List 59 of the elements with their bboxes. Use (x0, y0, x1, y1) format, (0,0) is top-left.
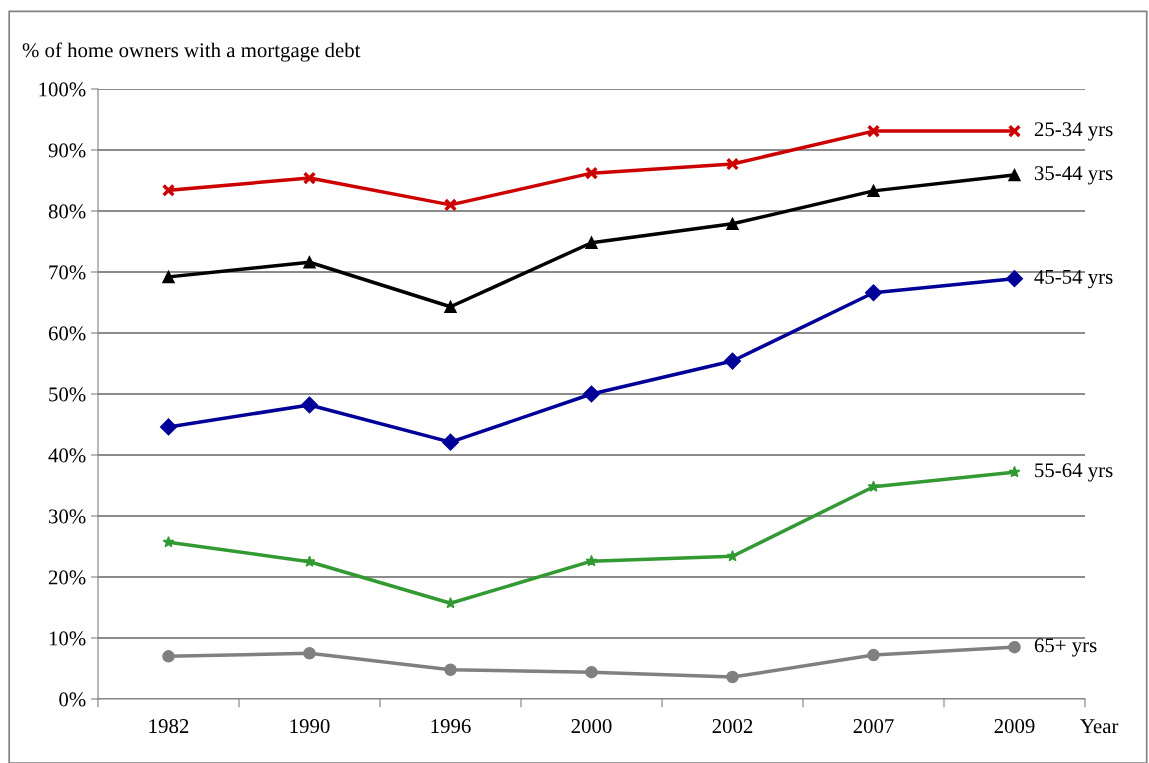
x-tick-label: 2002 (712, 719, 753, 734)
x-tick-label: 1982 (149, 719, 189, 734)
point (443, 198, 458, 212)
y-tick-label: 30% (49, 509, 86, 524)
point (585, 554, 598, 567)
point (1008, 640, 1021, 654)
point (726, 217, 739, 231)
point (162, 270, 175, 284)
series-label: 35-44 yrs (1034, 166, 1113, 185)
point (441, 433, 460, 451)
y-tick-label: 80% (48, 204, 86, 219)
point (303, 555, 316, 567)
point (1008, 168, 1021, 182)
y-tick-label: 40% (48, 448, 86, 463)
point (444, 663, 457, 676)
series-label: 25-34 yrs (1034, 122, 1113, 141)
y-tick-label: 20% (48, 570, 86, 585)
point (300, 396, 319, 414)
x-tick-label: 2009 (994, 719, 1035, 734)
y-tick-label: 60% (48, 326, 86, 341)
series-label: 45-54 yrs (1034, 269, 1113, 289)
y-tick-label: 0% (59, 692, 86, 707)
x-tick-label: 2000 (571, 719, 612, 734)
point (302, 171, 317, 185)
point (1008, 465, 1021, 478)
point (585, 236, 598, 249)
point (726, 670, 739, 684)
y-axis-title: % of home owners with a mortgage debt (22, 42, 361, 62)
point (866, 124, 881, 138)
point (584, 166, 599, 180)
series-label: 65+ yrs (1034, 638, 1097, 657)
y-tick-label: 90% (48, 143, 86, 158)
y-tick-label: 100% (39, 82, 86, 97)
point (725, 157, 740, 171)
point (303, 255, 316, 269)
point (867, 648, 880, 662)
point (867, 480, 880, 492)
y-tick-label: 70% (49, 265, 86, 280)
point (723, 352, 742, 370)
point (1007, 124, 1022, 138)
x-tick-label: 2007 (853, 719, 894, 734)
y-tick-label: 50% (49, 387, 86, 402)
x-tick-label: 1996 (431, 719, 471, 734)
point (303, 646, 316, 660)
series-label: 55-64 yrs (1035, 463, 1113, 482)
point (1005, 270, 1024, 288)
point (162, 535, 175, 548)
x-axis-title: Year (1080, 719, 1119, 734)
point (726, 550, 739, 562)
point (159, 418, 178, 436)
point (444, 300, 457, 314)
point (867, 184, 880, 198)
point (162, 650, 175, 663)
point (161, 183, 176, 197)
y-tick-label: 10% (49, 631, 86, 646)
point (585, 665, 598, 679)
point (864, 284, 883, 302)
x-tick-label: 1990 (290, 719, 330, 734)
point (582, 385, 601, 403)
